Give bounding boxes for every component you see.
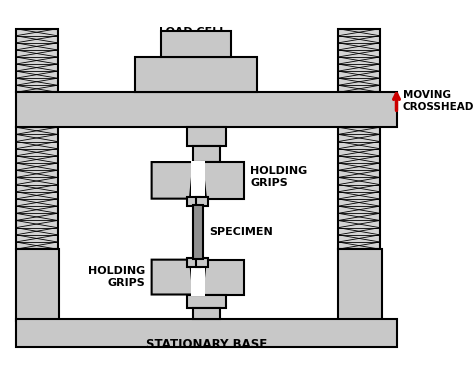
Bar — [338, 127, 380, 249]
Polygon shape — [202, 260, 244, 294]
Bar — [196, 258, 208, 266]
Polygon shape — [202, 162, 244, 199]
Polygon shape — [152, 162, 193, 199]
Bar — [191, 161, 205, 201]
Bar — [193, 146, 219, 162]
Bar — [161, 31, 231, 58]
Bar — [16, 249, 59, 321]
Bar — [187, 197, 200, 206]
Bar — [338, 29, 380, 92]
Text: MOVING
CROSSHEAD: MOVING CROSSHEAD — [402, 90, 474, 112]
Text: LOAD CELL: LOAD CELL — [159, 27, 226, 37]
Bar — [196, 197, 208, 206]
Text: SPECIMEN: SPECIMEN — [209, 227, 273, 237]
Bar — [135, 58, 257, 92]
Bar — [193, 309, 219, 319]
Bar — [187, 127, 226, 146]
Bar — [187, 258, 200, 266]
Bar — [192, 205, 203, 259]
Bar — [187, 294, 226, 309]
Polygon shape — [152, 260, 193, 294]
Text: HOLDING
GRIPS: HOLDING GRIPS — [250, 166, 307, 188]
Bar — [16, 29, 57, 92]
Bar — [191, 259, 205, 296]
Text: HOLDING
GRIPS: HOLDING GRIPS — [88, 266, 146, 288]
Text: STATIONARY BASE: STATIONARY BASE — [146, 338, 267, 351]
Bar — [338, 249, 382, 321]
Bar — [16, 319, 397, 347]
Bar — [16, 127, 57, 249]
Bar — [16, 92, 397, 127]
